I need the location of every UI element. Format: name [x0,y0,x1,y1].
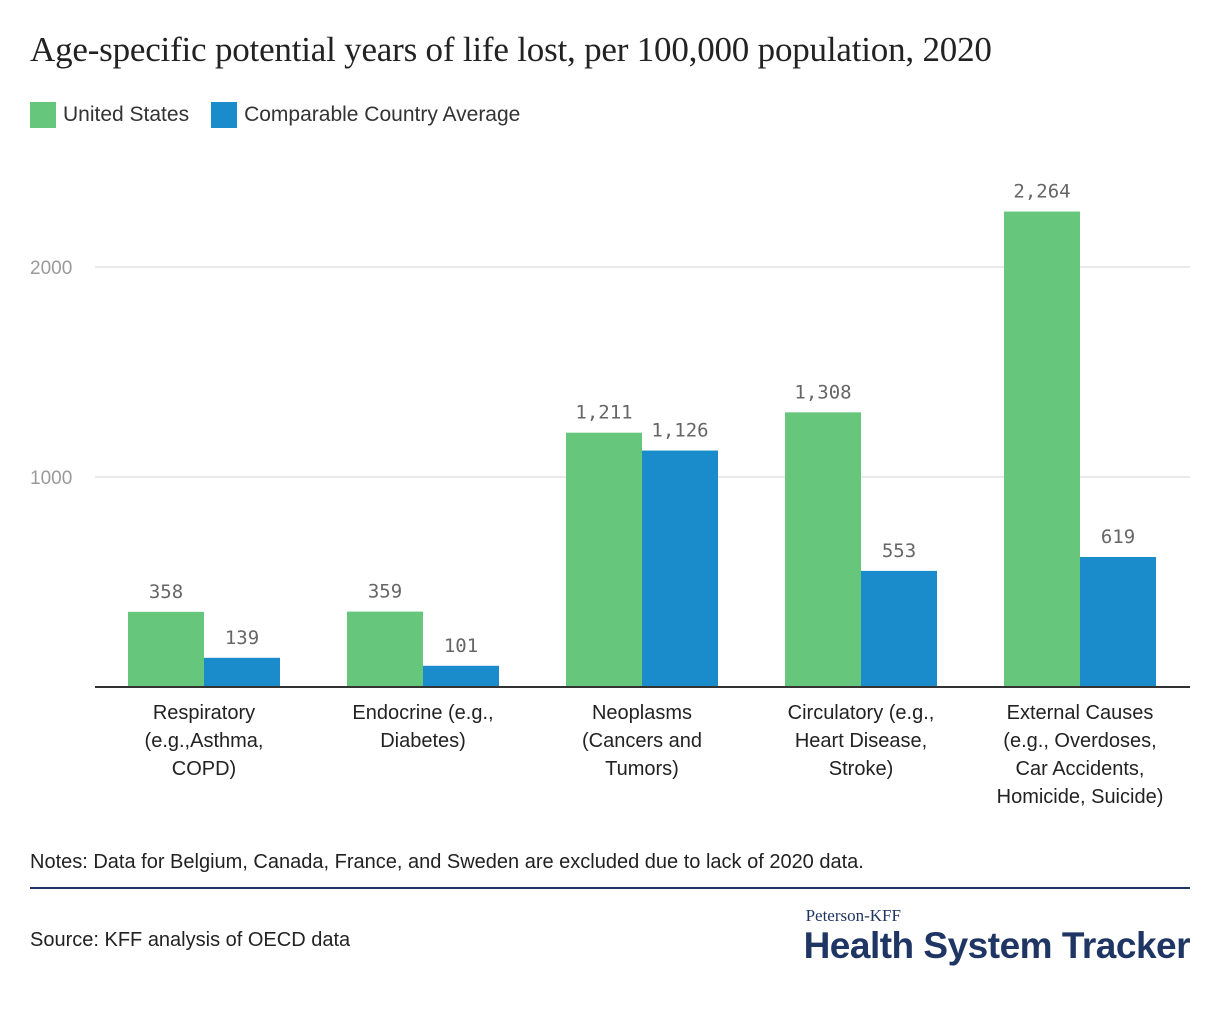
category-label-line: Heart Disease, [794,730,928,752]
bar-comparable-2 [642,450,718,687]
legend-label-comparable: Comparable Country Average [244,103,521,126]
bar-united-states-4 [1004,211,1080,687]
category-label-line: Car Accidents, [1015,758,1145,780]
data-label-united-states-2: 1,211 [575,402,632,424]
bar-united-states-1 [347,611,423,687]
legend-item-united-states: United States [30,102,189,128]
category-label-1: Endocrine (e.g., Diabetes) [318,699,528,755]
category-label-line: Circulatory (e.g., [787,702,935,724]
chart-title: Age-specific potential years of life los… [30,30,992,69]
data-label-comparable-1: 101 [444,635,478,657]
y-tick-label-1000: 1000 [30,468,72,489]
footer-divider [30,887,1190,889]
bar-comparable-4 [1080,557,1156,687]
category-label-line: Diabetes) [380,730,466,752]
bar-comparable-1 [423,665,499,687]
legend-swatch-united-states [30,102,56,128]
category-label-line: Respiratory [152,702,256,724]
category-label-line: (Cancers and [581,730,703,752]
category-label-line: (e.g., Overdoses, [1003,730,1157,752]
source-text: Source: KFF analysis of OECD data [30,929,351,951]
category-label-4: External Causes (e.g., Overdoses, Car Acci… [975,699,1185,811]
category-label-2: Neoplasms (Cancers and Tumors) [537,699,747,783]
legend-label-united-states: United States [63,103,190,126]
legend-swatch-comparable [211,102,238,128]
category-label-line: External Causes [1006,702,1154,724]
category-label-line: Neoplasms [591,702,693,724]
data-label-comparable-2: 1,126 [651,420,708,442]
brand-big-text: Health System Tracker [803,925,1191,966]
bar-united-states-3 [785,412,861,687]
bar-comparable-3 [861,570,937,687]
category-label-0: Respiratory (e.g.,Asthma, COPD) [99,699,309,783]
legend-item-comparable: Comparable Country Average [211,102,520,128]
bar-united-states-0 [128,611,204,687]
y-tick-label-2000: 2000 [30,258,72,279]
category-label-line: Tumors) [605,758,679,780]
brand-small-text: Peterson-KFF [805,906,901,925]
notes-text: Notes: Data for Belgium, Canada, France,… [30,851,864,873]
bar-united-states-2 [566,432,642,687]
brand-logo: Peterson-KFF Health System Tracker [803,906,1191,966]
bar-comparable-0 [204,657,280,687]
category-label-line: Endocrine (e.g., [352,702,494,724]
legend: United States Comparable Country Average [30,102,520,128]
category-label-line: Stroke) [828,758,894,780]
data-label-united-states-4: 2,264 [1013,181,1070,203]
data-label-united-states-0: 358 [149,581,183,603]
category-label-line: Homicide, Suicide) [996,786,1164,808]
data-label-comparable-4: 619 [1101,526,1135,548]
category-label-line: (e.g.,Asthma, [144,730,264,752]
category-label-line: COPD) [171,758,237,780]
data-label-comparable-3: 553 [882,540,916,562]
data-label-united-states-3: 1,308 [794,381,851,403]
data-label-comparable-0: 139 [225,627,259,649]
category-label-3: Circulatory (e.g., Heart Disease, Stroke) [756,699,966,783]
data-label-united-states-1: 359 [368,581,402,603]
